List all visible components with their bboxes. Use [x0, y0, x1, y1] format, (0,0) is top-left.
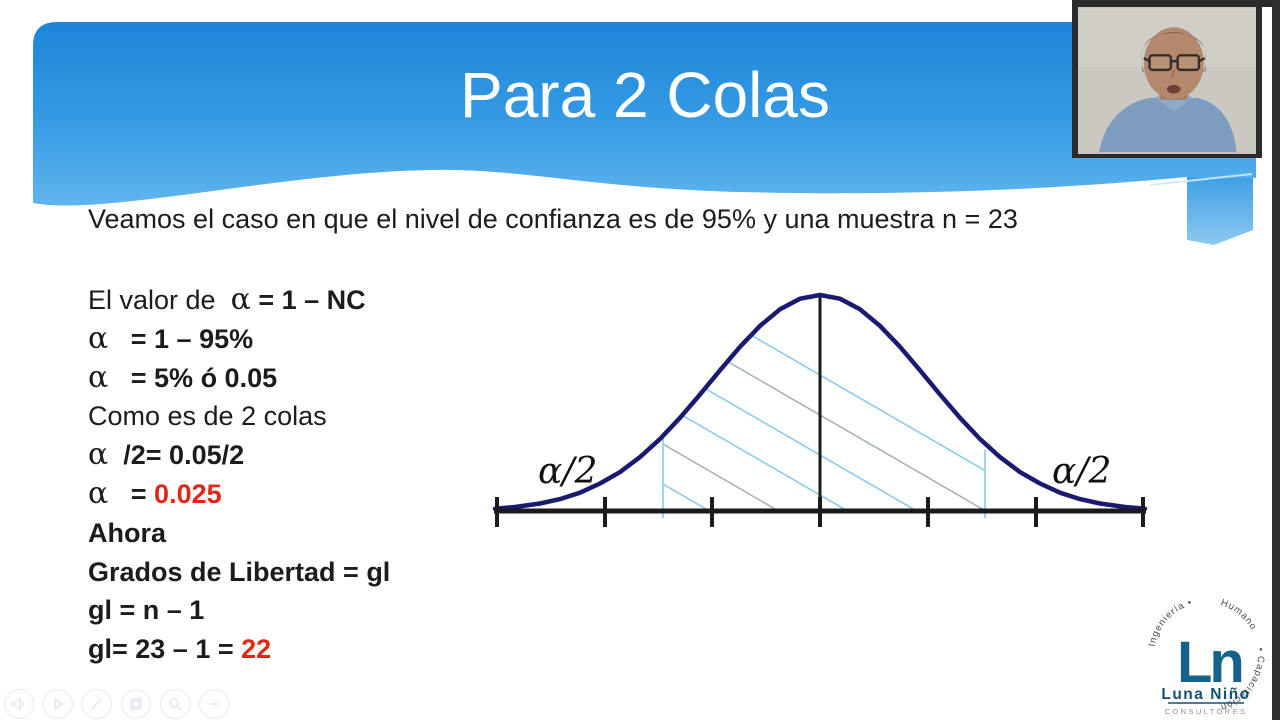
alpha-half-left-label: α/2: [538, 451, 597, 492]
logo-name: Luna Niño: [1161, 686, 1250, 703]
right-edge-border: [1272, 0, 1280, 720]
formula-line: El valor de α = 1 – NC: [88, 281, 390, 320]
formula-line: α = 1 – 95%: [88, 320, 390, 359]
svg-text:Humano: Humano: [1219, 597, 1259, 632]
formula-text: 0.025: [154, 478, 222, 509]
alpha-symbol: α: [230, 282, 251, 317]
formula-text: = 1 – NC: [250, 285, 366, 315]
webcam-video: [1078, 7, 1256, 154]
player-controls: [4, 689, 229, 719]
presenter-glasses: [1143, 54, 1206, 72]
pen-icon[interactable]: [82, 689, 112, 719]
formula-line: gl= 23 – 1 = 22: [88, 630, 390, 669]
formula-text: /2= 0.05/2: [108, 440, 245, 471]
presenter-mouth: [1167, 84, 1181, 94]
presenter-torso: [1099, 97, 1237, 153]
formula-line: Ahora: [88, 514, 390, 553]
ribbon-highlight: [1149, 173, 1253, 186]
alpha-half-right-label: α/2: [1052, 451, 1111, 492]
alpha-symbol: α: [88, 320, 109, 356]
formula-text: = 5% ó 0.05: [108, 362, 278, 393]
formula-text: gl= 23 – 1 =: [88, 634, 242, 665]
formula-line: α = 0.025: [88, 475, 390, 514]
zoom-icon[interactable]: [160, 689, 190, 719]
formula-text: = 1 – 95%: [108, 323, 254, 354]
webcam-overlay[interactable]: [1072, 0, 1262, 158]
formula-text: =: [108, 478, 155, 509]
volume-icon[interactable]: [4, 689, 34, 719]
formula-line: Como es de 2 colas: [88, 397, 390, 436]
alpha-symbol: α: [88, 475, 109, 511]
minimize-icon[interactable]: [199, 689, 229, 719]
logo-monogram: Ln: [1177, 630, 1242, 695]
formula-text: Ahora: [88, 517, 167, 548]
alpha-symbol: α: [88, 437, 109, 473]
formula-line: Grados de Libertad = gl: [88, 553, 390, 592]
formula-block: El valor de α = 1 – NC α = 1 – 95% α = 5% …: [88, 281, 390, 669]
presenter-avatar: [1078, 8, 1256, 153]
formula-text: El valor de: [88, 285, 231, 315]
formula-text: Grados de Libertad = gl: [88, 556, 391, 587]
logo-tagline: CONSULTORES: [1165, 707, 1248, 716]
slide-header-banner: [33, 22, 1256, 245]
luna-nino-logo: Ingeniería • Humano • Capacitación Ln Lu…: [1147, 597, 1265, 716]
formula-text: Como es de 2 colas: [88, 401, 327, 432]
slide-title: Para 2 Colas: [460, 59, 830, 131]
formula-text: gl = n – 1: [88, 595, 205, 626]
presenter-head: [1143, 27, 1204, 99]
top-right-border: [1262, 0, 1280, 7]
formula-text: 22: [241, 634, 272, 665]
axis-ticks: [495, 497, 1145, 527]
header-right-ribbon: [1187, 163, 1253, 245]
alpha-symbol: α: [88, 359, 109, 395]
copy-icon[interactable]: [121, 689, 151, 719]
formula-line: α /2= 0.05/2: [88, 436, 390, 475]
formula-line: gl = n – 1: [88, 591, 390, 630]
slide-subtitle: Veamos el caso en que el nivel de confia…: [88, 204, 1018, 234]
play-icon[interactable]: [43, 689, 73, 719]
header-wave-shape: [33, 22, 1256, 206]
bell-curve: [492, 292, 1148, 511]
formula-line: α = 5% ó 0.05: [88, 359, 390, 398]
logo-arc-top: Humano: [1219, 597, 1258, 632]
